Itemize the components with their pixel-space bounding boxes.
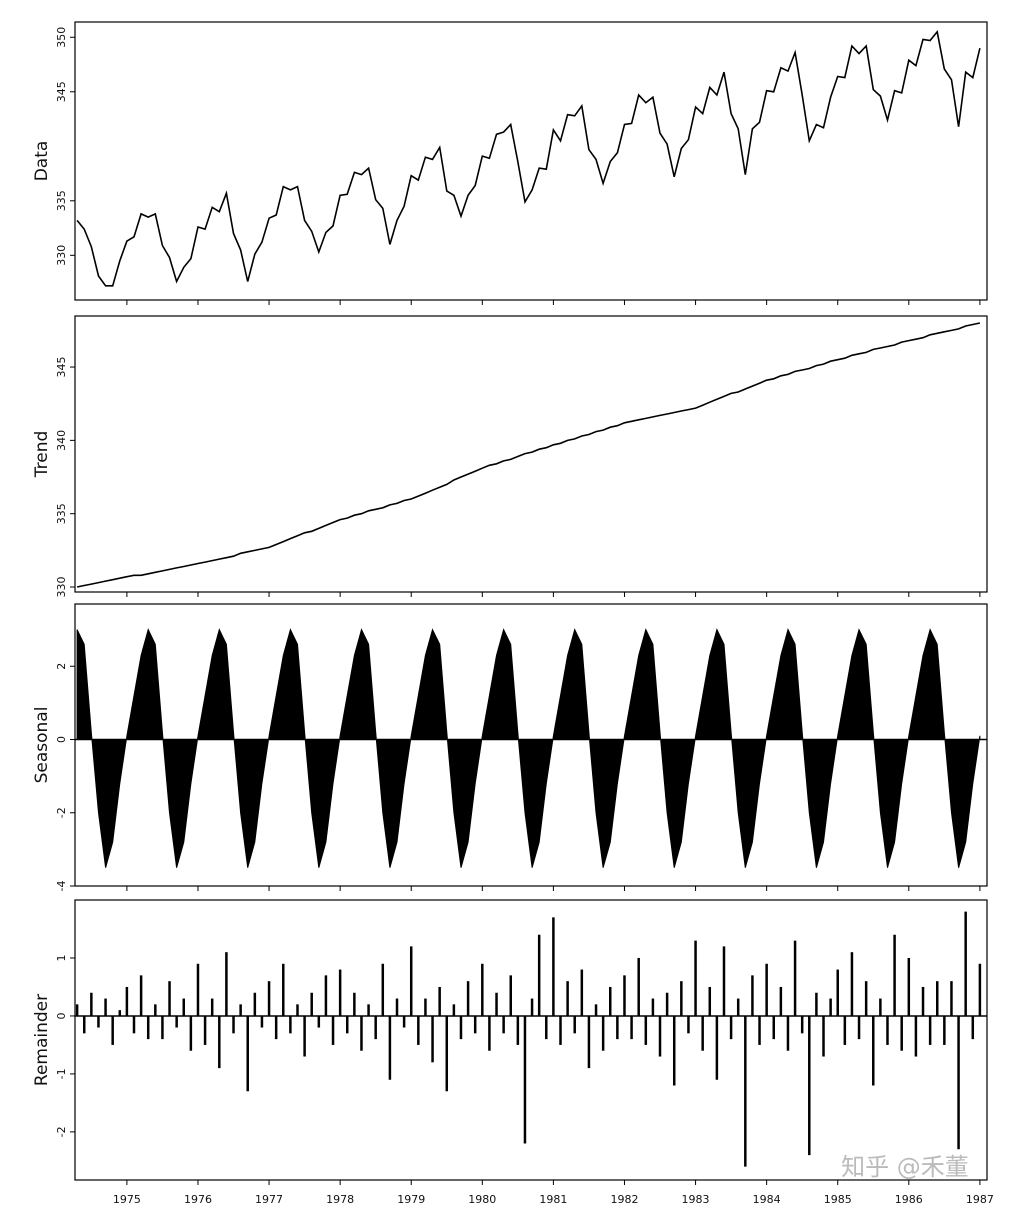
y-tick-label: 330 (55, 577, 68, 598)
x-tick-label: 1976 (184, 1193, 212, 1206)
y-tick-label: 2 (55, 663, 68, 670)
x-tick-label: 1975 (113, 1193, 141, 1206)
x-tick-label: 1985 (824, 1193, 852, 1206)
x-tick-label: 1983 (682, 1193, 710, 1206)
x-tick-label: 1982 (610, 1193, 638, 1206)
panel-frame (74, 899, 988, 1181)
y-tick-label: -2 (55, 807, 68, 818)
x-tick-label: 1987 (966, 1193, 994, 1206)
y-tick-label: 0 (55, 736, 68, 743)
x-tick-label: 1984 (753, 1193, 781, 1206)
y-tick-label: 345 (55, 357, 68, 378)
y-axis-label: Data (32, 141, 52, 182)
y-axis-label: Seasonal (32, 707, 52, 784)
y-axis-label: Trend (32, 431, 52, 479)
x-tick-label: 1979 (397, 1193, 425, 1206)
y-tick-label: 0 (55, 1012, 68, 1019)
x-tick-label: 1980 (468, 1193, 496, 1206)
y-tick-label: 1 (55, 954, 68, 961)
y-tick-label: -1 (55, 1068, 68, 1079)
y-tick-label: -2 (55, 1126, 68, 1137)
y-tick-label: 340 (55, 430, 68, 451)
y-tick-label: 345 (55, 81, 68, 102)
y-tick-label: 350 (55, 27, 68, 48)
panel-frame (74, 21, 988, 301)
y-tick-label: 335 (55, 503, 68, 524)
y-axis-label: Remainder (32, 994, 52, 1086)
y-tick-label: 330 (55, 245, 68, 266)
x-tick-label: 1986 (895, 1193, 923, 1206)
x-tick-label: 1977 (255, 1193, 283, 1206)
y-tick-label: -4 (55, 881, 68, 892)
x-tick-label: 1978 (326, 1193, 354, 1206)
panel-frame (74, 603, 988, 887)
data-line (76, 322, 981, 588)
y-tick-label: 335 (55, 190, 68, 211)
watermark: 知乎 @禾董 (841, 1153, 969, 1181)
x-tick-label: 1981 (539, 1193, 567, 1206)
panel-frame (74, 315, 988, 593)
seasonal-area (76, 628, 981, 868)
data-line (76, 29, 981, 287)
